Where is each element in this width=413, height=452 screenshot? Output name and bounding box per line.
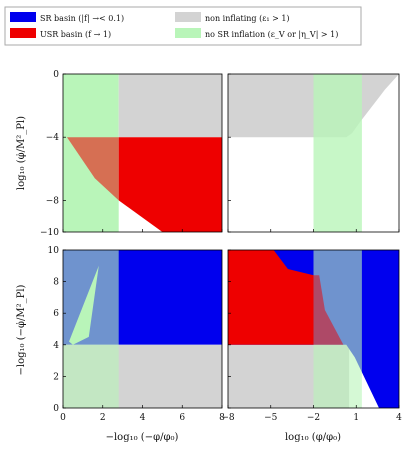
y-tick-label: −8: [46, 196, 60, 206]
x-tick-label: 2: [100, 413, 106, 423]
y-tick-label: 4: [53, 341, 59, 351]
panel-bottom-left: 0 2 4 6 8 10 8 6 4 2 0: [48, 246, 226, 423]
x-tick-label: 0: [60, 413, 66, 423]
x-tick-label: 4: [140, 413, 146, 423]
x-tick-label: 4: [396, 413, 402, 423]
y-tick-label: −4: [46, 133, 60, 143]
y-tick-label: 2: [53, 372, 59, 382]
region-usr: [67, 137, 119, 201]
legend-swatch-usr: [10, 28, 36, 38]
region-usr: [228, 250, 314, 345]
panel-top-right: [227, 73, 400, 233]
y-tick-label: 8: [53, 278, 59, 288]
xlabel-right: log₁₀ (φ/φ₀): [285, 432, 341, 443]
region-usr: [313, 275, 344, 345]
legend-label-sr: SR basin (|f| →< 0.1): [40, 14, 124, 23]
x-tick-label: 8: [219, 413, 225, 423]
region-noninf: [118, 74, 222, 138]
panel-bottom-right: −8 −5 −2 1 4: [221, 249, 402, 423]
x-tick-label: 1: [353, 413, 359, 423]
y-tick-label: 6: [53, 309, 59, 319]
legend: SR basin (|f| →< 0.1) USR basin (f → 1) …: [4, 6, 362, 46]
region-nosr: [313, 74, 362, 232]
y-tick-label: 0: [53, 70, 59, 80]
legend-swatch-noninf: [175, 12, 201, 22]
legend-swatch-sr: [10, 12, 36, 22]
legend-label-nosr: no SR inflation (ε_V or |η_V| > 1): [205, 30, 338, 39]
legend-swatch-nosr: [175, 28, 201, 38]
x-tick-label: 6: [179, 413, 185, 423]
y-tick-label: −10: [40, 228, 59, 238]
panel-top-left: 0 −4 −8 −10: [40, 70, 223, 238]
region-nosr: [313, 250, 362, 408]
y-tick-label: 10: [48, 246, 60, 256]
x-tick-label: −5: [264, 413, 278, 423]
legend-label-noninf: non inflating (ε₁ > 1): [205, 14, 290, 23]
legend-label-usr: USR basin (f → 1): [40, 30, 111, 39]
xlabel-left: −log₁₀ (−φ/φ₀): [106, 432, 179, 443]
ylabel-bottom: −log₁₀ (−φ̇/M²_Pl): [16, 284, 27, 375]
region-usr: [118, 137, 222, 232]
region-nosr: [69, 265, 99, 345]
x-tick-label: −8: [221, 413, 235, 423]
ylabel-top: log₁₀ (φ̇/M²_Pl): [16, 116, 27, 190]
y-tick-label: 0: [53, 404, 59, 414]
x-tick-label: −2: [307, 413, 320, 423]
region-nosr: [63, 250, 119, 408]
